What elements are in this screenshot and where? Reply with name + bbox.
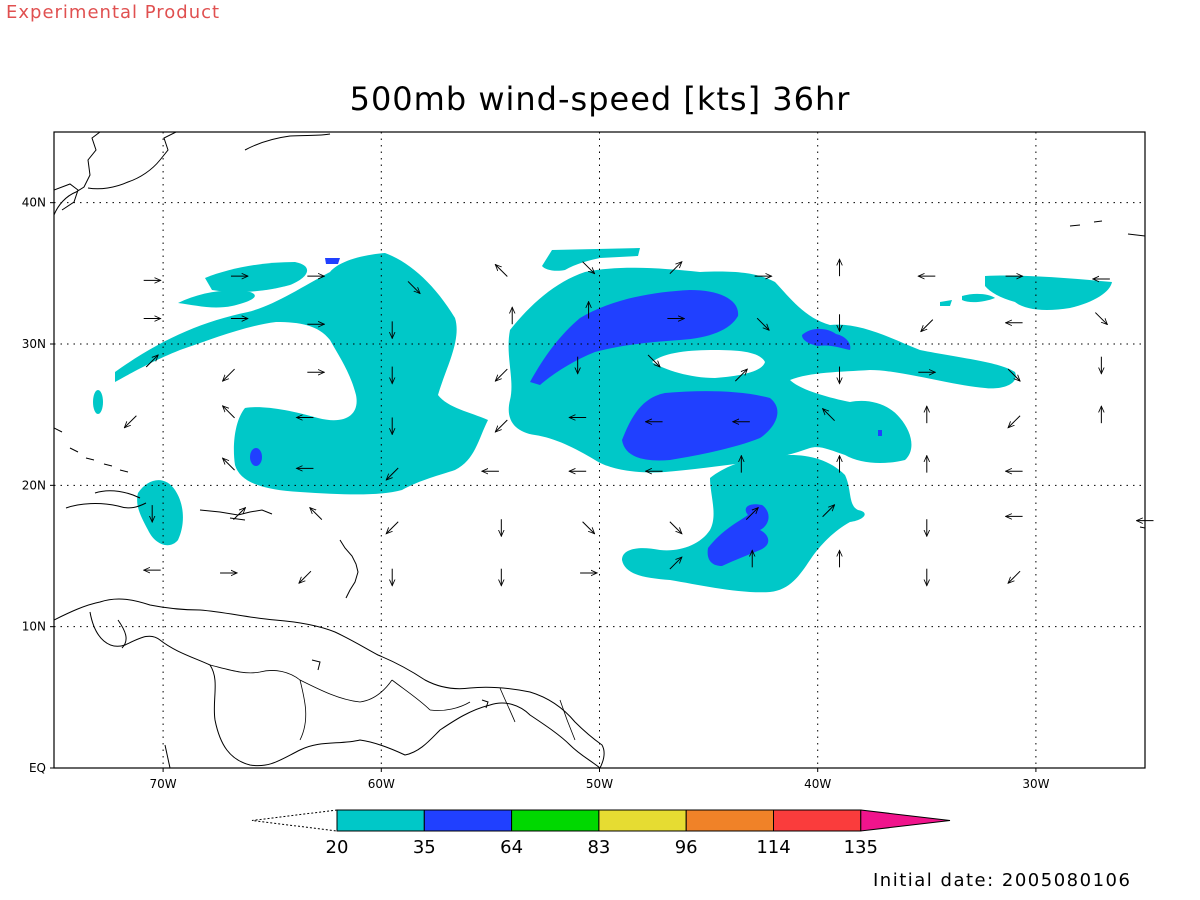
colorbar-segment (685, 809, 775, 832)
y-tick-label: 20N (22, 478, 46, 492)
colorbar-segment (598, 809, 687, 832)
colorbar-segment (511, 809, 600, 832)
colorbar-over-arrow (860, 809, 951, 832)
wind-35-64kt-area (250, 258, 882, 566)
wind-vector-arrow (582, 261, 595, 274)
wind-vector-arrow (223, 368, 235, 381)
x-tick-label: 70W (150, 777, 177, 791)
y-tick-label: 40N (22, 196, 46, 210)
colorbar-segment (336, 809, 425, 832)
wind-vectors (124, 259, 1154, 586)
colorbar-label: 83 (587, 837, 610, 858)
country-borders (209, 664, 576, 741)
wind-vector-arrow (495, 419, 508, 432)
wind-vector-arrow (921, 319, 934, 332)
wind-vector-arrow (1008, 570, 1021, 583)
colorbar-segment (423, 809, 513, 832)
wind-vector-arrow (647, 354, 660, 367)
colorbar-label: 64 (500, 837, 523, 858)
x-tick-label: 60W (368, 777, 395, 791)
coastlines (54, 132, 1145, 768)
experimental-product-label: Experimental Product (6, 2, 221, 23)
wind-vector-arrow (386, 521, 399, 534)
x-tick-label: 30W (1022, 777, 1049, 791)
colorbar-label: 135 (844, 837, 878, 858)
colorbar-label: 35 (413, 837, 436, 858)
axis-ticks: 70W 60W 50W 40W 30W EQ 10N 20N 30N 40N (22, 196, 1050, 791)
wind-vector-arrow (756, 317, 769, 330)
wind-vector-arrow (124, 415, 137, 428)
wind-vector-arrow (734, 369, 747, 382)
x-tick-label: 50W (586, 777, 613, 791)
wind-vector-arrow (669, 557, 682, 570)
y-tick-label: EQ (29, 761, 46, 775)
colorbar-segment (773, 809, 862, 832)
wind-vector-arrow (407, 281, 420, 293)
wind-vector-arrow (310, 508, 323, 520)
x-tick-label: 40W (804, 777, 831, 791)
wind-vector-arrow (582, 521, 595, 534)
wind-20-35kt-area (93, 248, 1112, 593)
wind-vector-arrow (386, 467, 399, 480)
wind-vector-arrow (1094, 312, 1107, 325)
wind-vector-arrow (223, 406, 235, 419)
initial-date: Initial date: 2005080106 (873, 870, 1132, 891)
wind-vector-arrow (495, 368, 508, 381)
wind-vector-arrow (495, 264, 508, 277)
map-title: 500mb wind-speed [kts] 36hr (349, 80, 851, 118)
colorbar-label: 96 (675, 837, 698, 858)
wind-vector-arrow (669, 521, 682, 534)
wind-vector-arrow (669, 262, 682, 275)
wind-vector-arrow (299, 570, 312, 583)
wind-vector-arrow (823, 409, 835, 422)
colorbar: 20 35 64 83 96 114 135 (251, 809, 951, 858)
colorbar-under-arrow (251, 809, 338, 832)
y-tick-label: 10N (22, 620, 46, 634)
wind-vector-arrow (1008, 415, 1021, 428)
wind-vector-arrow (145, 355, 158, 368)
wind-vector-arrow (223, 458, 235, 471)
wind-vector-arrow (233, 508, 245, 520)
wind-vector-arrow (822, 505, 835, 518)
y-tick-label: 30N (22, 337, 46, 351)
wind-vector-arrow (745, 508, 758, 520)
colorbar-label: 114 (756, 837, 790, 858)
colorbar-label: 20 (326, 837, 349, 858)
wind-vector-arrow (1007, 368, 1020, 381)
